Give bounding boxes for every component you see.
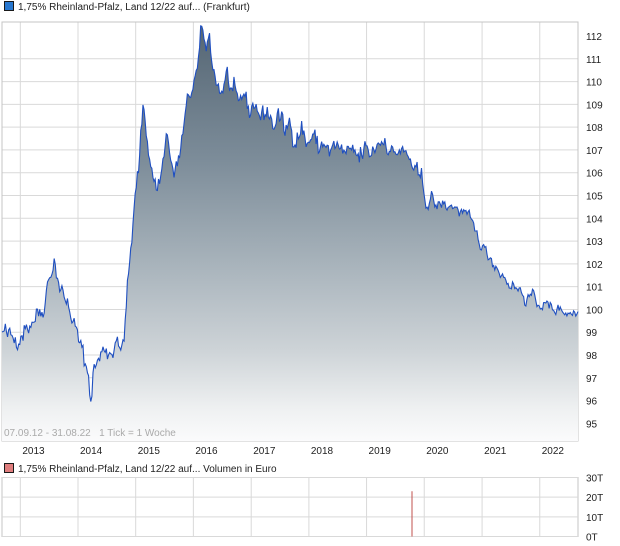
- svg-text:112: 112: [586, 32, 602, 43]
- svg-text:105: 105: [586, 192, 603, 203]
- svg-text:20T: 20T: [586, 493, 603, 504]
- svg-text:2019: 2019: [369, 446, 392, 457]
- svg-text:2021: 2021: [484, 446, 507, 457]
- svg-text:104: 104: [586, 214, 603, 225]
- svg-text:99: 99: [586, 328, 598, 339]
- svg-text:106: 106: [586, 169, 603, 180]
- svg-text:2015: 2015: [138, 446, 161, 457]
- svg-text:107: 107: [586, 146, 603, 157]
- svg-text:2014: 2014: [80, 446, 103, 457]
- svg-text:100: 100: [586, 305, 603, 316]
- svg-text:111: 111: [586, 55, 602, 66]
- svg-text:101: 101: [586, 283, 603, 294]
- svg-text:108: 108: [586, 123, 603, 134]
- svg-text:97: 97: [586, 374, 598, 385]
- svg-text:10T: 10T: [586, 513, 603, 524]
- svg-text:110: 110: [586, 78, 602, 89]
- svg-text:0T: 0T: [586, 533, 598, 544]
- svg-text:109: 109: [586, 100, 603, 111]
- svg-text:2022: 2022: [542, 446, 565, 457]
- svg-text:103: 103: [586, 237, 603, 248]
- svg-text:2016: 2016: [195, 446, 218, 457]
- svg-text:96: 96: [586, 397, 598, 408]
- svg-text:95: 95: [586, 419, 598, 430]
- svg-text:98: 98: [586, 351, 598, 362]
- svg-text:30T: 30T: [586, 474, 603, 485]
- svg-text:2018: 2018: [311, 446, 334, 457]
- svg-text:102: 102: [586, 260, 603, 271]
- svg-text:2013: 2013: [22, 446, 45, 457]
- svg-text:2020: 2020: [426, 446, 449, 457]
- svg-text:2017: 2017: [253, 446, 276, 457]
